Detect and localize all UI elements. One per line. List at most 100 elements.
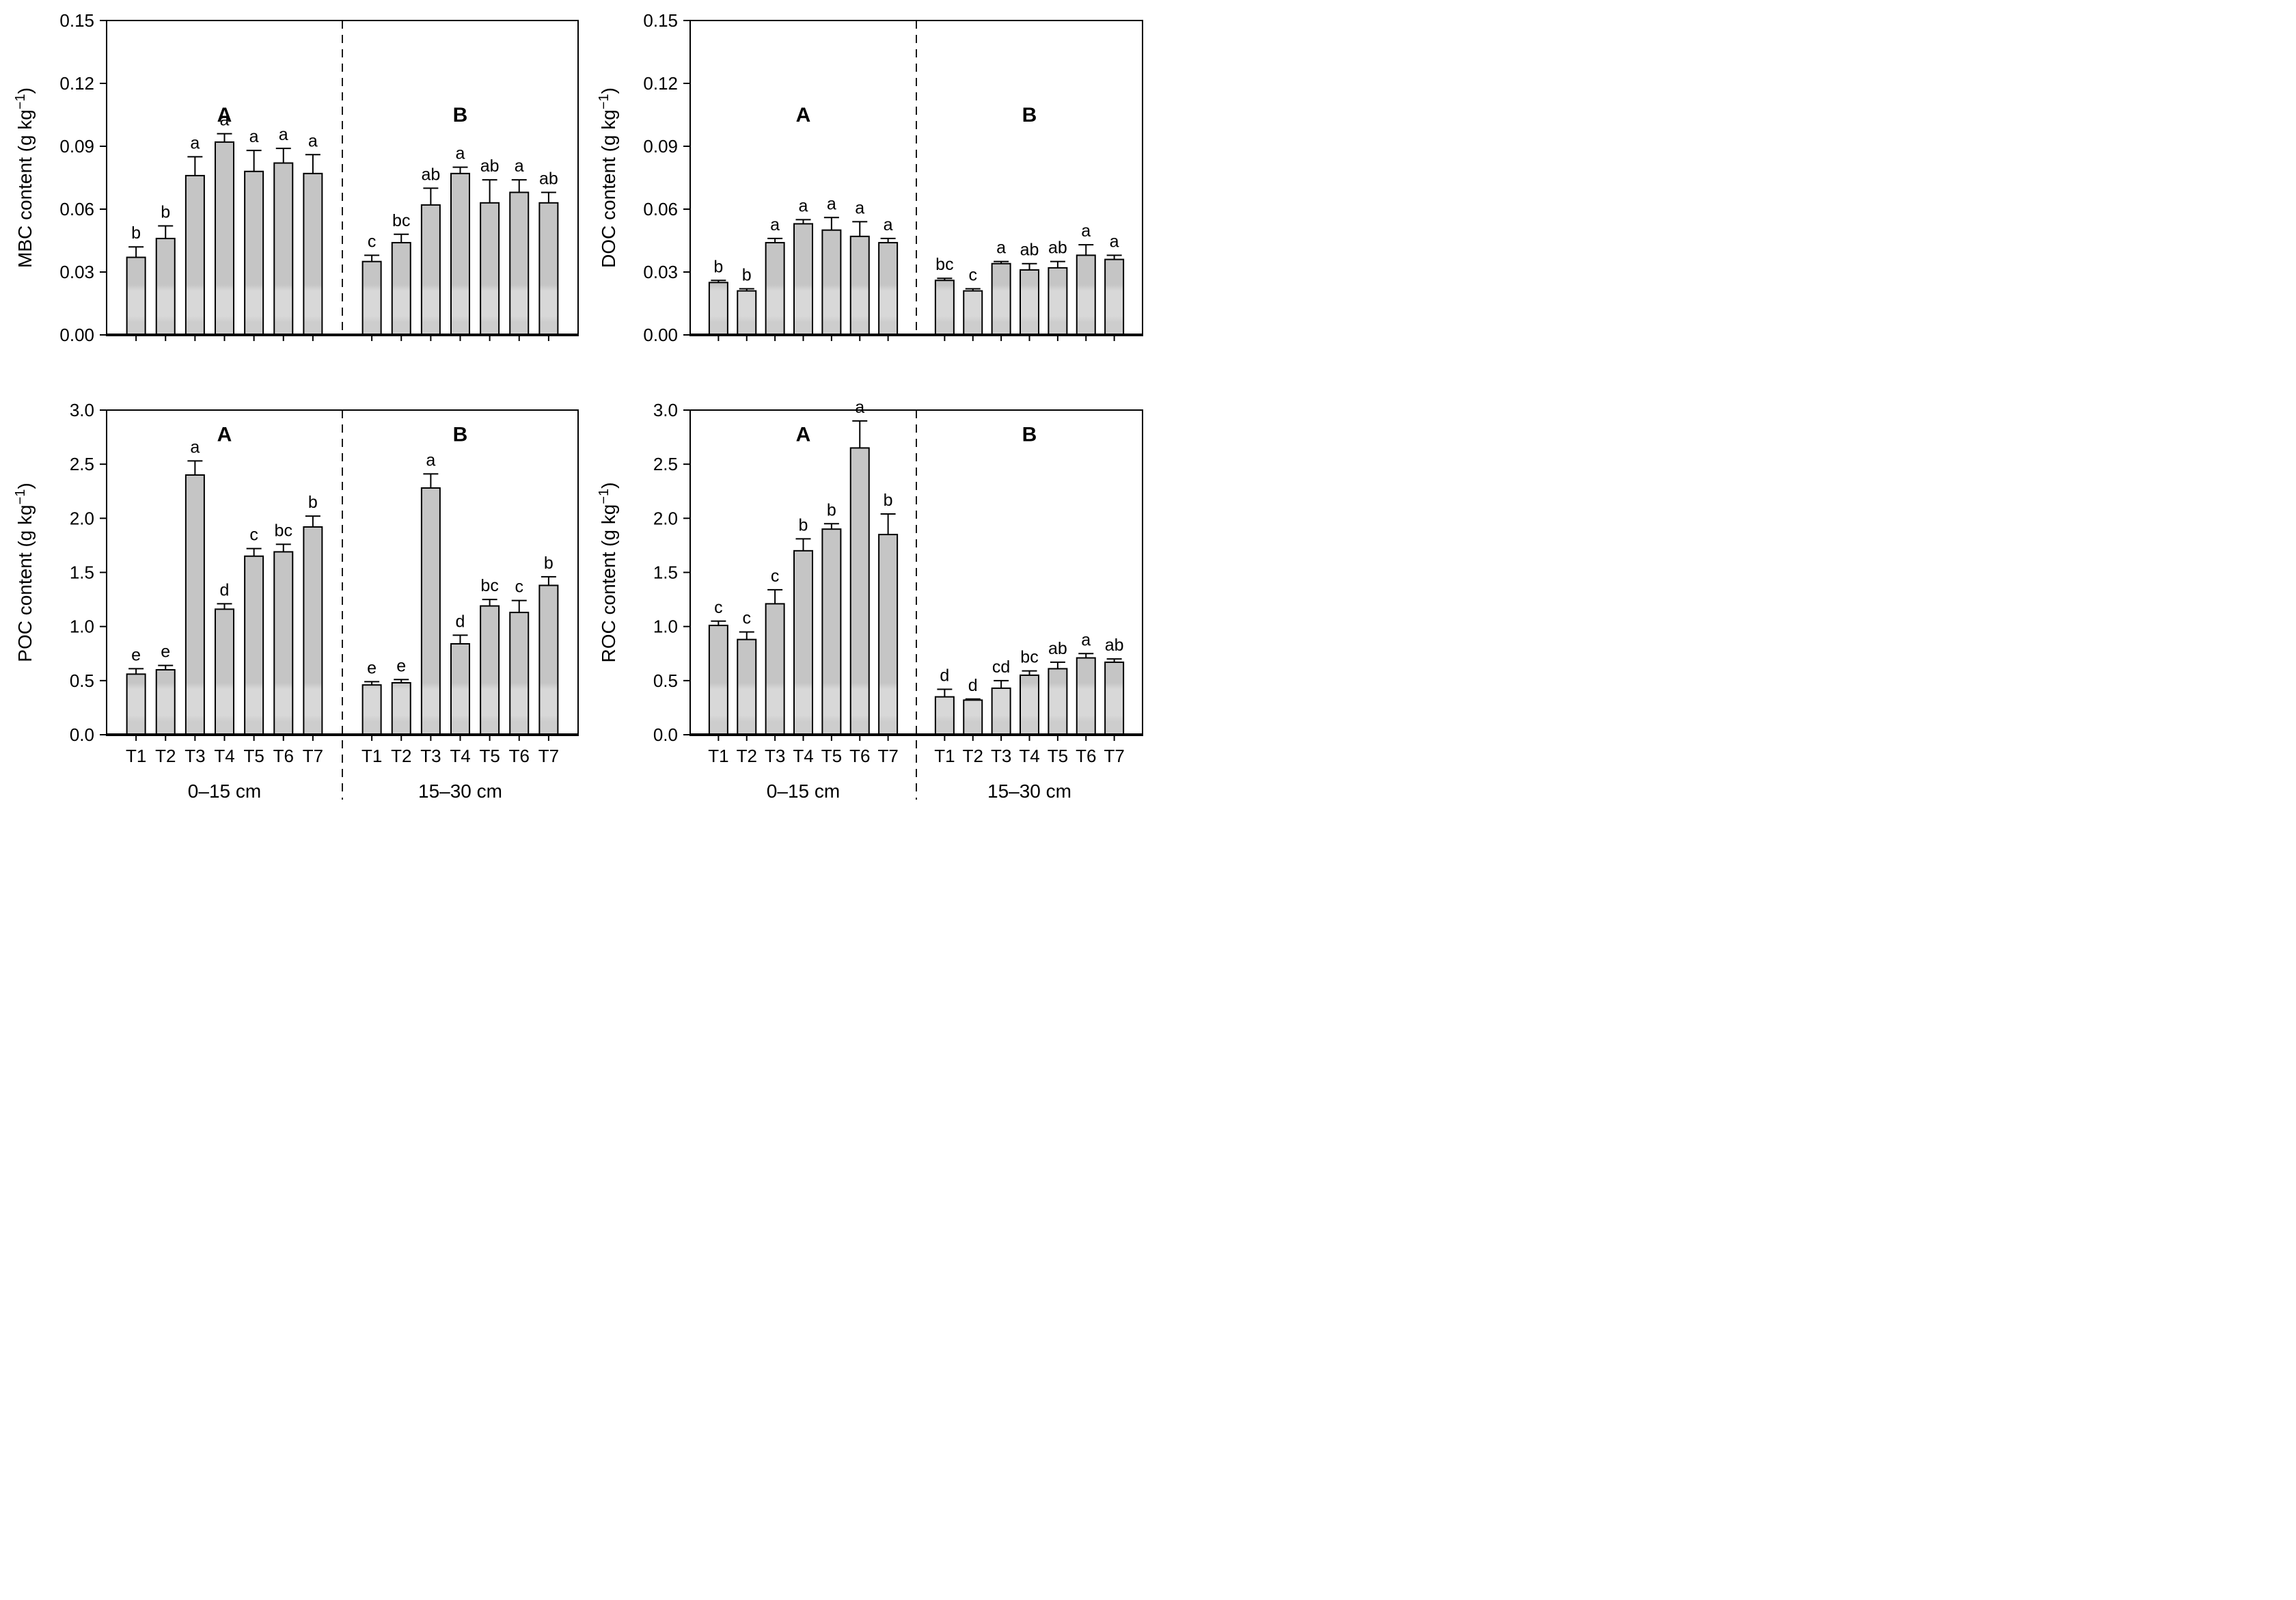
- y-axis-title-superscript: −1: [13, 489, 28, 505]
- bar-T6: [1076, 657, 1096, 735]
- y-tick-label: 2.5: [70, 454, 94, 474]
- sig-letter: ab: [1020, 241, 1039, 260]
- sig-letter: d: [968, 676, 978, 695]
- y-axis-title-close: ): [598, 482, 619, 488]
- x-tick-label: T2: [963, 746, 983, 766]
- sig-letter: b: [131, 223, 141, 243]
- sig-letter: a: [1081, 221, 1091, 241]
- y-tick-label: 1.5: [653, 562, 678, 583]
- depth-group-label: 15–30 cm: [987, 781, 1071, 800]
- sig-letter: bc: [480, 576, 498, 595]
- bar-T3: [420, 204, 441, 336]
- sig-letter: c: [368, 232, 377, 251]
- bar-T2: [737, 290, 757, 336]
- y-tick-label: 0.03: [643, 262, 678, 282]
- bar-T3: [420, 487, 441, 735]
- panel-a-bars: e e a d c bcb: [126, 437, 323, 736]
- bar-T7: [538, 584, 559, 735]
- sig-letter: b: [799, 515, 808, 534]
- y-tick-label: 0.5: [70, 670, 94, 691]
- x-tick-label: T4: [214, 746, 234, 766]
- sig-letter: b: [827, 500, 836, 519]
- bar-T2: [963, 699, 983, 736]
- bar-T2: [155, 669, 176, 735]
- bar-T1: [361, 684, 382, 736]
- sig-letter: a: [456, 144, 465, 163]
- sig-letter: b: [713, 257, 723, 276]
- sig-letter: a: [249, 127, 259, 146]
- x-tick-label: T2: [391, 746, 411, 766]
- y-tick-label: 0.0: [653, 724, 678, 745]
- sig-letter: ab: [421, 165, 440, 184]
- sig-letter: d: [220, 580, 230, 599]
- y-axis-title: POC content (g kg−1): [13, 483, 36, 662]
- x-tick-label: T1: [361, 746, 382, 766]
- sig-letter: a: [1110, 232, 1119, 251]
- y-tick-label: 0.09: [59, 136, 94, 157]
- sig-letter: e: [161, 642, 170, 662]
- sig-letter: e: [396, 656, 406, 675]
- bar-T2: [737, 638, 757, 736]
- sig-letter: a: [770, 215, 780, 234]
- bar-T7: [303, 172, 323, 336]
- bar-T4: [793, 550, 813, 735]
- y-tick-label: 0.06: [643, 199, 678, 219]
- y-axis-title-main: ROC content (g kg: [598, 504, 619, 663]
- depth-group-label: 0–15 cm: [767, 781, 840, 800]
- bar-T4: [1020, 269, 1039, 336]
- sig-letter: a: [827, 194, 836, 213]
- panel-b-bars: e e a dbc c b: [361, 450, 559, 736]
- panel-letter: B: [1022, 424, 1037, 446]
- x-tick-label: T7: [877, 746, 898, 766]
- panel-letter: A: [217, 424, 232, 446]
- bar-T6: [509, 191, 530, 336]
- bar-T4: [450, 643, 470, 735]
- x-tick-label: T7: [303, 746, 323, 766]
- y-axis-title: DOC content (g kg−1): [597, 87, 619, 268]
- sig-letter: c: [249, 526, 258, 545]
- y-axis-title-main: MBC content (g kg: [14, 109, 36, 268]
- y-axis-title-superscript: −1: [13, 94, 28, 109]
- sig-letter: c: [714, 598, 723, 617]
- bar-T1: [708, 625, 728, 735]
- y-tick-label: 1.0: [653, 616, 678, 637]
- sig-letter: a: [190, 437, 200, 457]
- y-axis-title-main: POC content (g kg: [14, 504, 36, 662]
- y-axis-title-close: ): [14, 483, 36, 489]
- panel-letter: A: [217, 104, 232, 126]
- x-tick-label: T3: [420, 746, 441, 766]
- bar-T3: [765, 242, 785, 336]
- sig-letter: ab: [1105, 636, 1124, 655]
- bar-T6: [849, 447, 870, 736]
- sig-letter: ab: [1048, 639, 1067, 658]
- y-tick-label: 0.15: [643, 10, 678, 31]
- y-tick-label: 0.03: [59, 262, 94, 282]
- sig-letter: e: [131, 645, 141, 664]
- y-tick-label: 1.0: [70, 616, 94, 637]
- y-tick-label: 0.12: [59, 73, 94, 94]
- sig-letter: a: [799, 196, 808, 215]
- y-tick-label: 2.0: [70, 508, 94, 528]
- bar-T5: [480, 605, 500, 735]
- panel-letter: B: [1022, 104, 1037, 126]
- bar-T6: [273, 551, 294, 736]
- sig-letter: d: [456, 612, 465, 631]
- x-tick-label: T4: [450, 746, 470, 766]
- y-tick-label: 1.5: [70, 562, 94, 583]
- y-axis-title-close: ): [598, 87, 619, 94]
- panel-letter: B: [453, 104, 468, 126]
- x-tick-label: T1: [708, 746, 728, 766]
- sig-letter: a: [855, 398, 864, 417]
- sig-letter: a: [308, 131, 318, 150]
- bar-T4: [215, 141, 234, 336]
- sig-letter: d: [940, 666, 949, 686]
- bar-T3: [765, 603, 785, 736]
- sig-letter: a: [855, 198, 864, 217]
- sig-letter: a: [426, 450, 435, 470]
- x-tick-label: T6: [1076, 746, 1096, 766]
- sig-letter: bc: [392, 211, 410, 230]
- sig-letter: a: [1081, 630, 1091, 649]
